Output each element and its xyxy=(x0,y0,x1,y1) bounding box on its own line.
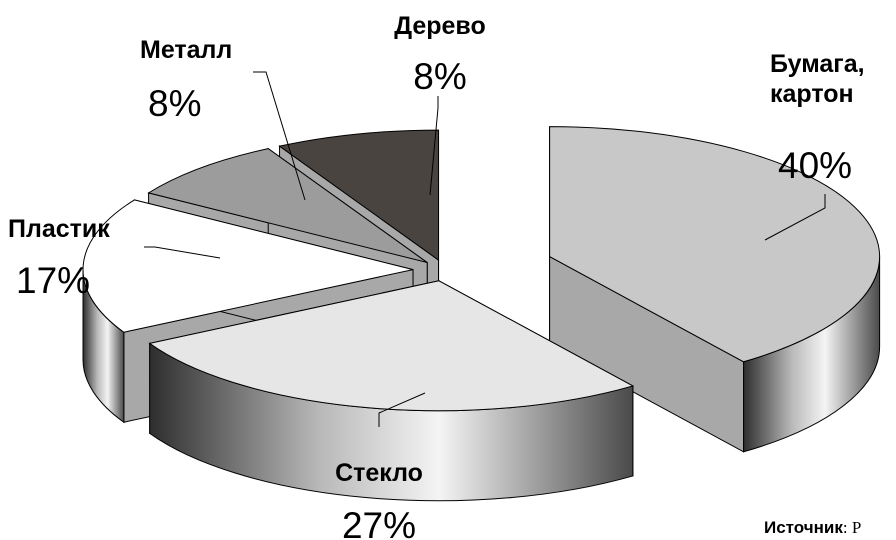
slice-wood-top xyxy=(278,129,440,262)
slice-value-glass: 27% xyxy=(342,505,416,540)
slice-value-wood: 8% xyxy=(413,56,466,97)
slice-label-glass: Стекло xyxy=(335,459,423,487)
slice-value-plastic: 17% xyxy=(16,260,90,301)
leader-line-metal xyxy=(253,71,306,201)
slice-value-paper: 40% xyxy=(778,145,852,186)
source-note: Источник: Р xyxy=(764,518,861,538)
leader-line-wood xyxy=(429,96,439,196)
slice-glass-top xyxy=(148,280,635,412)
slice-label-plastic: Пластик xyxy=(8,215,110,243)
slice-metal-top xyxy=(147,148,428,264)
slice-plastic-top xyxy=(82,199,414,333)
leader-line-paper xyxy=(764,194,826,241)
slice-value-metal: 8% xyxy=(148,83,201,124)
source-label: Источник xyxy=(764,518,843,537)
slice-label-wood: Дерево xyxy=(394,12,486,40)
slice-label-metal: Металл xyxy=(140,36,232,64)
leader-line-glass xyxy=(378,392,426,427)
leader-line-plastic xyxy=(144,246,221,259)
slice-glass xyxy=(148,279,635,502)
slice-paper xyxy=(549,126,881,453)
slice-paper-top xyxy=(549,126,881,363)
slice-label-paper: Бумага, картон xyxy=(770,50,865,108)
source-text: : Р xyxy=(842,518,862,537)
